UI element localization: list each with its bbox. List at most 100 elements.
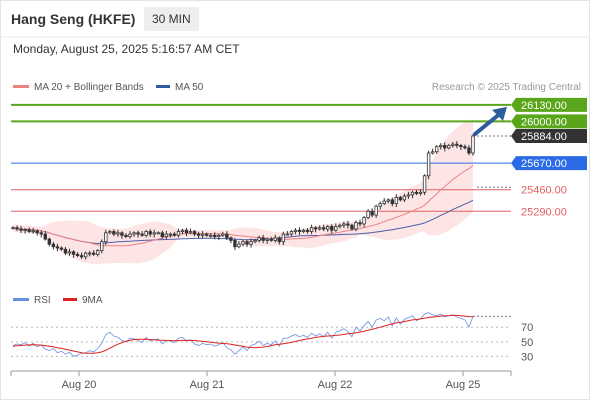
candle-body [63, 248, 68, 254]
legend-swatch-ma20 [13, 85, 29, 88]
legend-swatch-rsi [13, 298, 29, 301]
candle-body [67, 251, 72, 254]
candle-body [71, 251, 76, 255]
candle-body [398, 196, 403, 201]
candle-body [180, 229, 185, 232]
rsi-ma-line [12, 314, 474, 354]
candle-body [192, 231, 197, 235]
candle-body [204, 233, 209, 236]
candle-body [362, 217, 366, 225]
candle-body [225, 233, 229, 239]
candle-body [176, 231, 181, 236]
candle-body [136, 232, 140, 235]
candle-body [322, 227, 326, 230]
candle-body [144, 231, 148, 236]
candle-body [378, 203, 382, 207]
candle-body [43, 233, 47, 240]
legend-swatch-9ma [63, 298, 77, 301]
candle-body [313, 227, 318, 230]
level-label-bg [511, 129, 587, 144]
candle-body [459, 144, 463, 148]
instrument-title: Hang Seng (HKFE) [11, 11, 136, 27]
candle-body [350, 224, 354, 230]
level-label-text: 26130.00 [521, 100, 567, 112]
x-axis-ticks: Aug 20 Aug 21 Aug 22 Aug 25 [10, 371, 512, 391]
legend-label-rsi: RSI [34, 295, 51, 306]
x-tick-label: Aug 25 [446, 379, 481, 391]
candle-body [241, 241, 245, 245]
candle-body [443, 144, 447, 149]
candle-body [265, 238, 269, 241]
candle-body [217, 234, 221, 237]
candle-body [277, 237, 282, 243]
candle-body [92, 252, 96, 255]
level-labels-layer: 26130.00 26000.00 25884.00 25670.00 25460.00… [511, 97, 587, 218]
candle-body [447, 144, 451, 149]
forecast-arrow-head [492, 106, 507, 121]
candle-body [426, 152, 431, 177]
candle-body [96, 250, 100, 255]
legend-label-9ma: 9MA [82, 295, 103, 306]
candle-body [209, 234, 213, 237]
ma-lines-layer [12, 164, 474, 247]
candle-body [455, 143, 459, 146]
candle-body [120, 232, 124, 236]
candle-body [188, 231, 193, 234]
candle-body [156, 232, 160, 235]
candle-body [229, 237, 233, 241]
candle-body [374, 205, 378, 216]
source-credit: Research © 2025 Trading Central [432, 82, 581, 93]
candle-body [15, 227, 19, 230]
candle-body [402, 195, 407, 201]
candle-body [132, 232, 136, 235]
candle-body [257, 237, 261, 241]
candle-body [79, 255, 84, 258]
forecast-arrow-shaft [473, 110, 503, 137]
candle-body [301, 229, 306, 232]
level-label-bg [511, 156, 587, 171]
candle-body [463, 146, 467, 149]
candle-body [285, 233, 290, 236]
rsi-tick-label: 50 [521, 337, 533, 349]
candle-body [237, 243, 241, 248]
rsi-legend: RSI 9MA [13, 295, 103, 306]
x-tick-label: Aug 20 [62, 379, 97, 391]
candle-body [370, 210, 374, 216]
candle-body [39, 232, 43, 235]
rsi-panel: 70 50 30 [11, 312, 533, 363]
candle-body [451, 143, 455, 146]
legend-label-ma50: MA 50 [175, 82, 204, 93]
candle-body [261, 237, 265, 241]
candle-body [309, 227, 314, 232]
candle-body [51, 243, 56, 248]
candle-body [346, 223, 350, 226]
timeframe-button[interactable]: 30 MIN [144, 7, 199, 31]
candle-body [59, 247, 64, 250]
rsi-line [12, 312, 474, 357]
candle-body [164, 233, 169, 237]
candle-body [418, 191, 423, 194]
candle-body [249, 241, 253, 245]
price-legend: MA 20 + Bollinger Bands MA 50 [13, 82, 204, 93]
candle-body [245, 241, 249, 245]
candle-body [467, 147, 471, 154]
candle-body [152, 232, 156, 235]
timestamp: Monday, August 25, 2025 5:16:57 AM CET [13, 42, 240, 56]
candle-body [422, 175, 427, 193]
candle-body [27, 229, 31, 232]
candle-body [434, 146, 439, 153]
candle-body [140, 233, 144, 236]
bollinger-band [13, 119, 473, 265]
candle-body [31, 230, 35, 233]
candle-body [289, 231, 294, 235]
level-label-bg [511, 114, 587, 129]
x-tick-label: Aug 22 [318, 379, 353, 391]
candle-body [87, 252, 92, 255]
candle-body [47, 238, 52, 245]
candle-body [342, 223, 346, 226]
candle-body [390, 199, 394, 205]
candle-body [317, 227, 322, 230]
level-label-text: 25884.00 [521, 131, 567, 143]
candle-body [75, 253, 80, 256]
candle-body [184, 229, 189, 234]
